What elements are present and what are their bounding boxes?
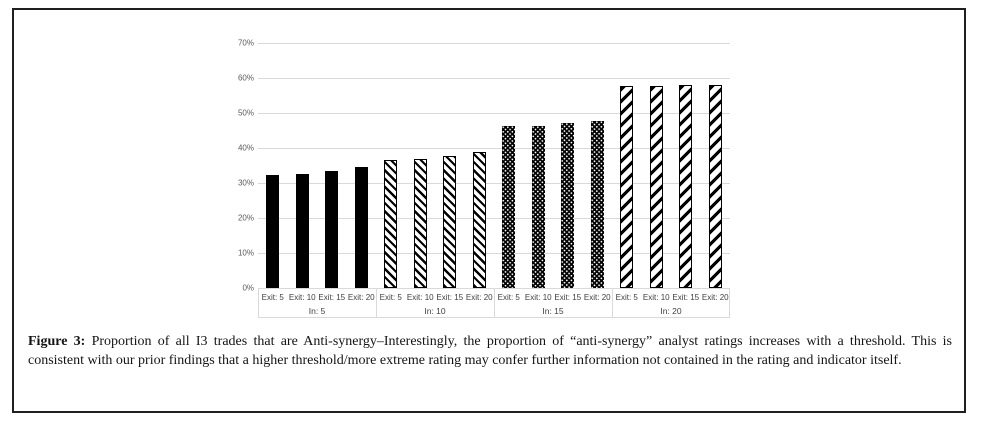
x-axis-exit-label: Exit: 20 <box>583 293 611 302</box>
figure-caption-label: Figure 3: <box>28 334 86 349</box>
bar <box>295 174 309 288</box>
x-axis-group-label: In: 15 <box>542 306 564 316</box>
gridline <box>258 77 730 79</box>
gridline <box>258 217 730 219</box>
y-axis-tick-label: 60% <box>237 73 254 83</box>
x-axis-exit-label: Exit: 10 <box>406 293 434 302</box>
plot-area <box>258 42 730 289</box>
x-axis-exit-label: Exit: 15 <box>554 293 582 302</box>
x-axis-exit-label: Exit: 10 <box>642 293 670 302</box>
bar <box>443 155 457 288</box>
y-axis-tick-label: 50% <box>237 108 254 118</box>
y-axis: 0% 10% 20% 30% 40% 50% 60% 70% <box>198 39 254 293</box>
x-axis-exit-label: Exit: 20 <box>701 293 729 302</box>
x-axis: Exit: 5 Exit: 10 Exit: 15 Exit: 20 In: 5 Exit… <box>258 288 730 318</box>
x-axis-group-separator <box>729 288 730 317</box>
x-axis-exit-label: Exit: 15 <box>672 293 700 302</box>
bar <box>266 174 280 288</box>
gridline <box>258 147 730 149</box>
bar <box>472 152 486 288</box>
bar <box>649 86 663 288</box>
x-axis-group-separator <box>258 288 259 317</box>
bar <box>502 125 516 288</box>
x-axis-exit-label: Exit: 20 <box>347 293 375 302</box>
y-axis-tick-label: 70% <box>237 38 254 48</box>
x-axis-exit-label: Exit: 15 <box>318 293 346 302</box>
figure-caption: Figure 3: Proportion of all I3 trades th… <box>28 332 952 371</box>
x-axis-group-label: In: 10 <box>424 306 446 316</box>
x-axis-exit-label: Exit: 5 <box>261 293 284 302</box>
x-axis-exit-label: Exit: 5 <box>615 293 638 302</box>
gridline <box>258 112 730 114</box>
y-axis-tick-label: 10% <box>237 248 254 258</box>
x-axis-group-separator <box>494 288 495 317</box>
y-axis-tick-label: 20% <box>237 213 254 223</box>
gridline <box>258 42 730 44</box>
bar <box>354 166 368 288</box>
x-axis-group-separator <box>376 288 377 317</box>
bar <box>679 84 693 288</box>
x-axis-exit-label: Exit: 5 <box>497 293 520 302</box>
figure-caption-text: Proportion of all I3 trades that are Ant… <box>28 334 952 369</box>
bar <box>413 158 427 288</box>
x-axis-group-separator <box>612 288 613 317</box>
bar <box>561 122 575 288</box>
figure-border <box>12 8 966 413</box>
x-axis-exit-label: Exit: 10 <box>288 293 316 302</box>
y-axis-tick-label: 40% <box>237 143 254 153</box>
bar <box>325 171 339 288</box>
x-axis-group-label: In: 20 <box>660 306 682 316</box>
bar <box>620 86 634 288</box>
x-axis-exit-label: Exit: 10 <box>524 293 552 302</box>
x-axis-exit-label: Exit: 20 <box>465 293 493 302</box>
gridline <box>258 182 730 184</box>
bar <box>708 84 722 288</box>
x-axis-exit-label: Exit: 15 <box>436 293 464 302</box>
bar <box>384 159 398 288</box>
x-axis-exit-label: Exit: 5 <box>379 293 402 302</box>
bar <box>531 125 545 288</box>
gridline <box>258 252 730 254</box>
y-axis-tick-label: 0% <box>242 283 254 293</box>
y-axis-tick-label: 30% <box>237 178 254 188</box>
bar <box>590 120 604 288</box>
x-axis-group-label: In: 5 <box>308 306 326 316</box>
